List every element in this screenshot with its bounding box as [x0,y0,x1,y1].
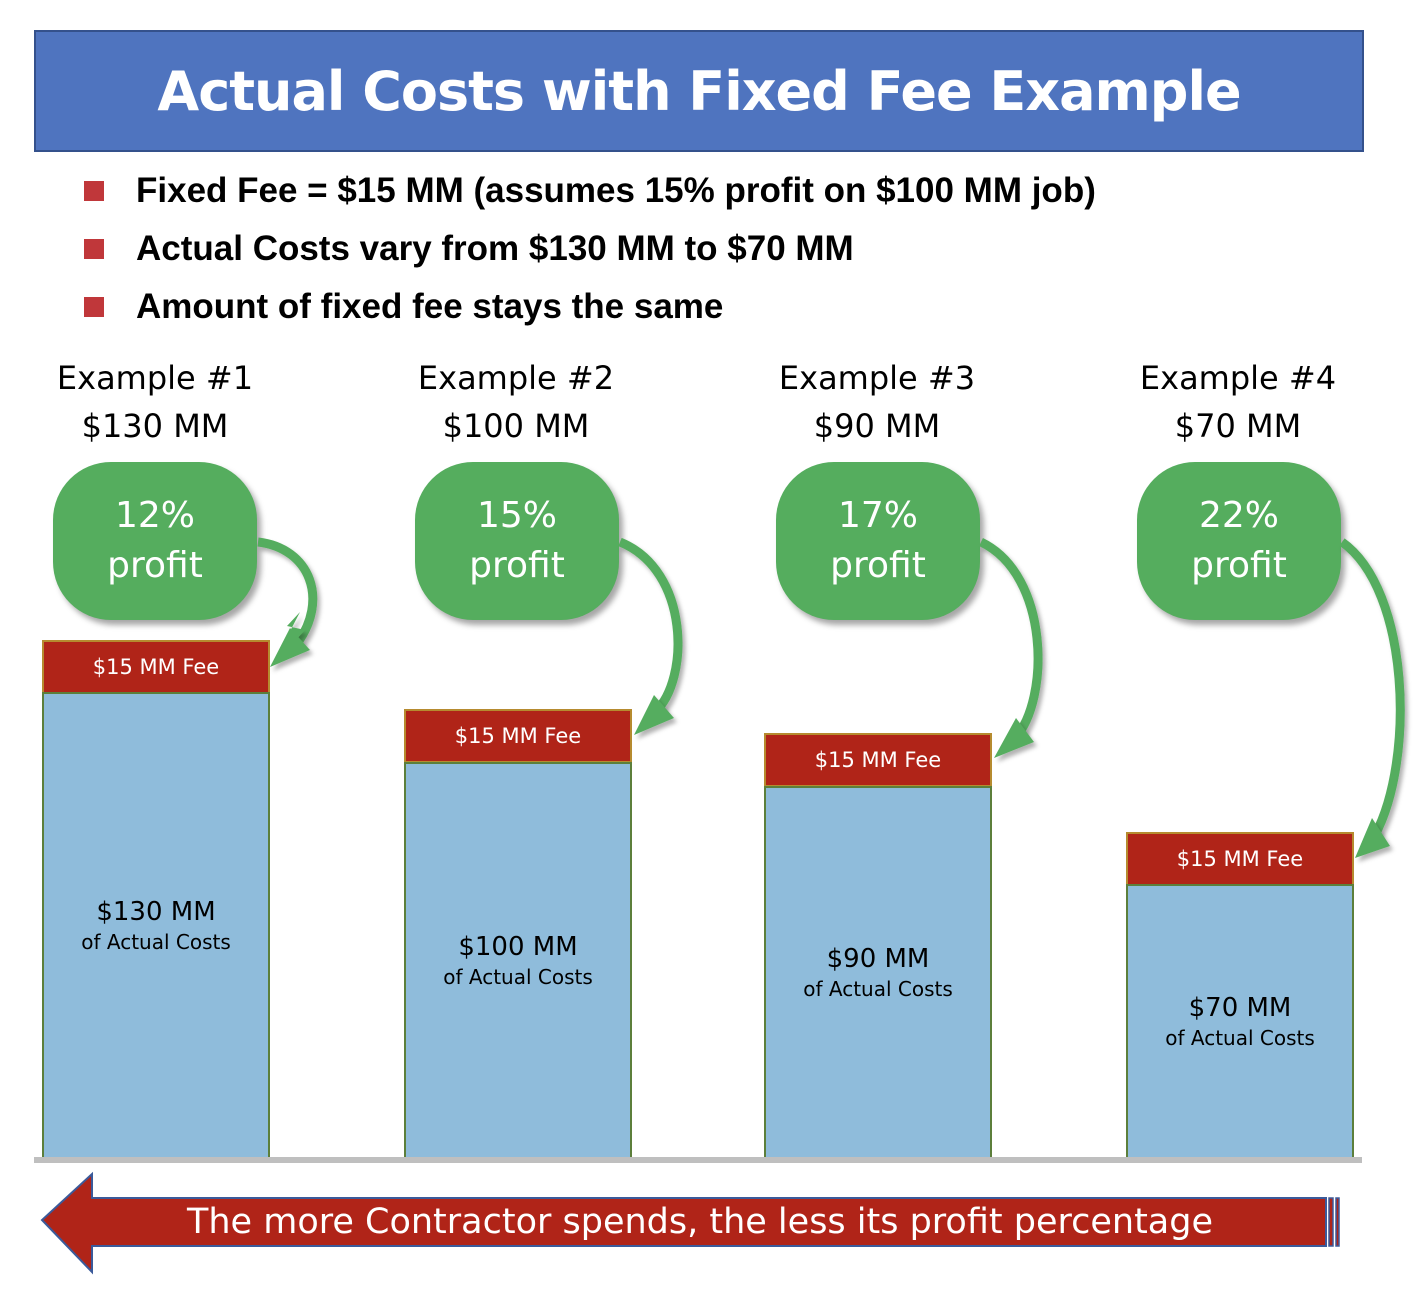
arrowhead-1-icon [272,612,305,666]
cost-block-3: $90 MM of Actual Costs [764,786,992,1158]
profit-bubble-1: 12% profit [53,462,257,620]
example-amount: $100 MM [442,407,590,445]
baseline-axis [34,1157,1362,1163]
profit-word: profit [1191,545,1287,586]
cost-block-1: $130 MM of Actual Costs [42,692,270,1158]
example-amount: $70 MM [1174,407,1302,445]
fee-block-4: $15 MM Fee [1126,832,1354,886]
bullet-list: Fixed Fee = $15 MM (assumes 15% profit o… [84,162,1096,336]
profit-bubble-2: 15% profit [415,462,619,620]
bullet-square-icon [84,239,104,259]
cost-amount: $130 MM [96,897,216,927]
example-4-header: Example #4 $70 MM [1088,354,1388,450]
profit-bubble-3: 17% profit [776,462,980,620]
curved-arrow-1-icon [257,537,318,648]
bottom-arrow-text: The more Contractor spends, the less its… [187,1202,1213,1242]
profit-percent: 12% [114,495,195,536]
curved-arrow-2-icon [618,537,683,716]
example-3-header: Example #3 $90 MM [727,354,1027,450]
page-title: Actual Costs with Fixed Fee Example [157,59,1241,123]
profit-percent: 17% [837,495,918,536]
bullet-item: Amount of fixed fee stays the same [84,278,1096,336]
bullet-item: Fixed Fee = $15 MM (assumes 15% profit o… [84,162,1096,220]
profit-percent: 15% [476,495,557,536]
bullet-square-icon [84,181,104,201]
cost-amount: $70 MM [1188,993,1292,1023]
cost-subtitle: of Actual Costs [1165,1026,1315,1050]
curved-arrow-3-icon [978,537,1043,742]
cost-amount: $100 MM [458,932,578,962]
curved-arrow-4-icon [1339,538,1405,838]
bullet-text: Actual Costs vary from $130 MM to $70 MM [136,229,854,268]
cost-subtitle: of Actual Costs [803,977,953,1001]
fee-label: $15 MM Fee [92,655,220,679]
cost-block-2: $100 MM of Actual Costs [404,762,632,1158]
example-amount: $90 MM [813,407,941,445]
example-label: Example #2 [417,359,615,397]
example-label: Example #4 [1139,359,1337,397]
cost-subtitle: of Actual Costs [81,930,231,954]
profit-percent: 22% [1198,495,1279,536]
example-label: Example #1 [56,359,254,397]
example-label: Example #3 [778,359,976,397]
profit-bubble-4: 22% profit [1137,462,1341,620]
fee-block-3: $15 MM Fee [764,733,992,787]
cost-block-4: $70 MM of Actual Costs [1126,884,1354,1158]
fee-block-2: $15 MM Fee [404,709,632,763]
bullet-item: Actual Costs vary from $130 MM to $70 MM [84,220,1096,278]
example-2-header: Example #2 $100 MM [366,354,666,450]
cost-amount: $90 MM [826,944,930,974]
bullet-square-icon [84,297,104,317]
title-banner: Actual Costs with Fixed Fee Example [34,30,1364,152]
fee-label: $15 MM Fee [814,748,942,772]
fee-block-1: $15 MM Fee [42,640,270,694]
profit-word: profit [469,545,565,586]
bullet-text: Amount of fixed fee stays the same [136,287,724,326]
cost-subtitle: of Actual Costs [443,965,593,989]
profit-word: profit [107,545,203,586]
profit-word: profit [830,545,926,586]
fee-label: $15 MM Fee [454,724,582,748]
example-1-header: Example #1 $130 MM [5,354,305,450]
example-amount: $130 MM [81,407,229,445]
fee-label: $15 MM Fee [1176,847,1304,871]
bullet-text: Fixed Fee = $15 MM (assumes 15% profit o… [136,171,1096,210]
